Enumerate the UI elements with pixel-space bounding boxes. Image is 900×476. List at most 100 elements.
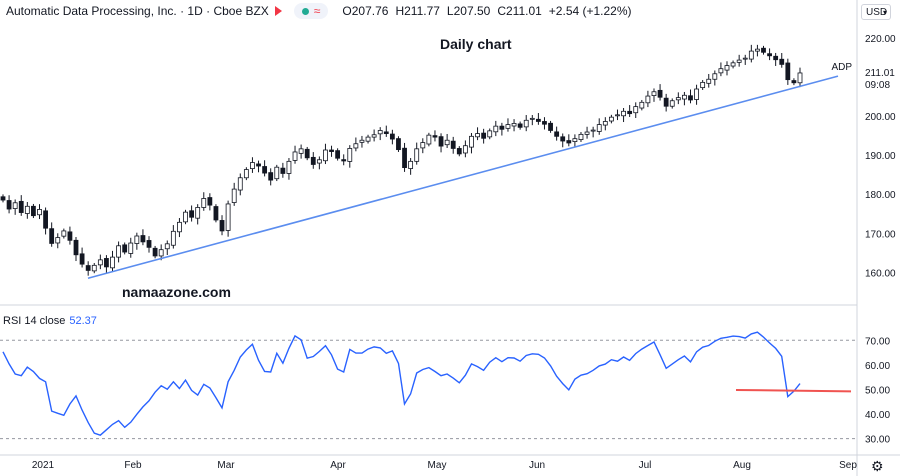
candle-body [262,166,268,174]
month-tick-label: Apr [330,460,346,471]
candle-body [225,203,231,231]
candle-body [347,148,353,162]
candle-body [24,205,30,214]
rsi-tick-label: 30.00 [865,435,890,446]
candle-body [578,133,584,141]
candle-body [12,202,18,209]
month-tick-label: 2021 [32,460,55,471]
candle-body [31,205,36,217]
candle-body [608,116,614,122]
candle-body [420,142,426,149]
candle-body [657,89,663,98]
candle-body [663,97,669,107]
candle-body [475,133,480,138]
candle-body [615,114,620,117]
candle-body [396,138,401,151]
rsi-indicator-label[interactable]: RSI 14 close 52.37 [3,315,97,327]
price-change: +2.54 (+1.22%) [548,4,632,18]
candle-body [365,136,371,142]
exchange-label: Cboe BZX [213,4,269,18]
candle-body [590,129,596,132]
candle-body [402,147,407,168]
candle-body [462,145,468,154]
candle-body [37,209,42,216]
symbol-name[interactable]: Automatic Data Processing, Inc. [6,4,177,18]
candle-body [329,149,334,152]
candle-body [493,125,499,133]
candle-body [438,136,444,147]
candle-body [207,197,213,206]
candle-body [189,210,195,218]
candle-body [335,150,341,159]
rsi-line[interactable] [2,331,801,436]
candle-body [140,235,146,243]
candle-body [682,94,687,100]
candle-body [104,258,109,268]
candle-body [450,140,456,149]
candle-body [560,136,566,142]
candle-body [548,122,553,131]
candle-body [85,265,91,271]
candle-body [706,78,712,84]
market-status-pill[interactable]: ≈ [293,3,329,19]
rsi-tick-label: 50.00 [865,385,890,396]
candle-body [651,91,657,96]
chevron-down-icon: ▾ [882,8,887,17]
candle-body [195,207,201,219]
price-tick-label: 180.00 [865,190,896,201]
flag-icon[interactable] [274,6,282,16]
month-tick-label: Feb [124,460,142,471]
candle-body [250,162,255,170]
symbol-header[interactable]: Automatic Data Processing, Inc. · 1D · C… [6,3,632,19]
month-tick-label: May [428,460,447,471]
month-tick-label: Jun [529,460,545,471]
ohlc-close: C211.01 [497,4,542,18]
candle-body [0,196,6,201]
interval-label[interactable]: 1D [187,4,203,18]
candle-body [146,240,152,248]
rsi-current-value: 52.37 [69,315,97,327]
candle-body [767,53,772,57]
candle-body [602,121,608,126]
candle-body [353,143,359,149]
candle-body [469,135,474,148]
candle-body [529,117,535,120]
ohlc-high: H211.77 [395,4,440,18]
candle-body [371,134,377,138]
month-tick-label: Sep [839,460,857,471]
rsi-tick-label: 70.00 [865,336,890,347]
candle-body [724,65,730,71]
market-open-dot-icon [301,7,309,15]
ohlc-low: L207.50 [446,4,491,18]
candle-body [779,58,785,65]
candle-body [213,206,219,221]
ticker-price-label: ADP [831,62,852,73]
candle-body [6,200,12,210]
month-tick-label: Aug [733,460,751,471]
candle-body [201,198,207,208]
candle-body [511,123,517,127]
candle-body [730,62,736,67]
currency-button[interactable]: USD ▾ [861,4,891,20]
candle-body [791,80,797,84]
candle-body [675,97,681,101]
last-price-value: 211.01 [865,68,895,79]
candle-body [73,239,79,256]
candle-body [61,230,67,237]
price-tick-label: 190.00 [865,151,896,162]
gear-icon[interactable]: ⚙ [871,458,884,474]
candle-body [219,220,225,232]
candle-body [481,132,487,139]
rsi-support-line[interactable] [735,388,852,393]
last-price-tag [858,65,900,90]
candle-body [286,160,292,174]
bar-countdown: 09:08 [865,80,890,91]
candle-body [280,167,286,174]
candle-body [542,121,547,125]
trendline[interactable] [87,75,839,279]
candle-body [566,140,572,144]
candle-body [152,247,158,257]
candle-body [256,163,261,167]
